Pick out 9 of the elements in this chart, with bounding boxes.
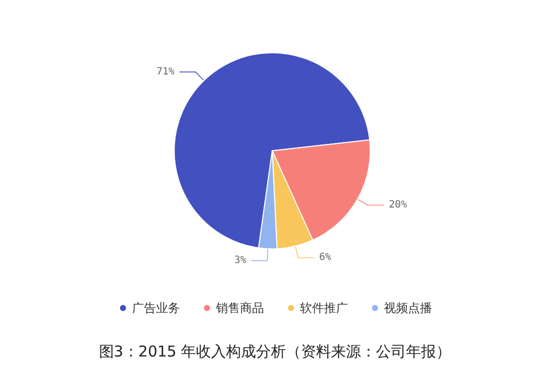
data-label: 20% — [388, 200, 407, 211]
legend-label: 销售商品 — [215, 301, 264, 315]
legend-label: 广告业务 — [132, 301, 180, 315]
data-label: 3% — [234, 255, 246, 266]
legend-label: 视频点播 — [384, 301, 432, 315]
data-label: 71% — [156, 66, 175, 78]
caption: 图3：2015 年收入构成分析（资料来源：公司年报） — [98, 342, 452, 360]
data-label: 6% — [319, 252, 332, 264]
legend-label: 软件推广 — [300, 301, 348, 315]
